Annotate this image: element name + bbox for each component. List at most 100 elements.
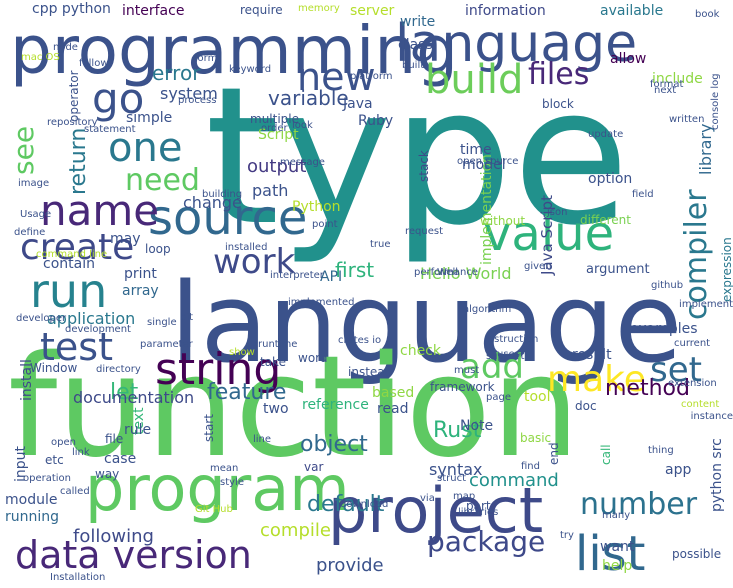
cloud-word: mean (210, 463, 239, 474)
cloud-word: project (328, 474, 544, 547)
cloud-word: syntax (429, 460, 483, 479)
cloud-word: help (602, 558, 633, 574)
cloud-word: page (486, 392, 511, 403)
cloud-word: read (377, 401, 409, 417)
cloud-word: word (298, 351, 328, 365)
cloud-word: update (588, 129, 624, 140)
cloud-word: request (405, 226, 444, 237)
cloud-word: model (462, 157, 506, 173)
cloud-word: Git Hub (195, 504, 233, 515)
cloud-word: print (124, 266, 157, 282)
cloud-word: contain (43, 256, 95, 272)
cloud-word: build (425, 57, 524, 103)
cloud-word: different (580, 213, 631, 227)
cloud-word: interpreter (270, 270, 324, 281)
cloud-word: compile (260, 520, 331, 541)
cloud-word: case (104, 451, 137, 467)
cloud-word: algorithm (463, 304, 512, 315)
cloud-word: one (108, 125, 183, 171)
cloud-word: next (654, 85, 677, 96)
cloud-word: python src (709, 438, 725, 512)
cloud-word: file (105, 432, 124, 446)
cloud-word: github (651, 280, 684, 291)
cloud-word: field (632, 189, 654, 200)
cloud-word: number (580, 487, 698, 522)
cloud-word: style (220, 477, 244, 488)
cloud-word: single (147, 317, 177, 328)
cloud-word: name (40, 186, 160, 235)
cloud-word: API (320, 269, 343, 285)
cloud-word: building (202, 189, 243, 200)
cloud-word: development (65, 324, 131, 335)
cloud-word: operation (23, 473, 72, 484)
cloud-word: documentation (73, 388, 195, 407)
cloud-word: supports (486, 351, 530, 362)
cloud-word: part (466, 499, 491, 513)
cloud-word: run (30, 264, 108, 318)
cloud-word: Rust (433, 418, 482, 443)
cloud-word: system (160, 84, 218, 103)
cloud-word: operator (67, 70, 81, 122)
cloud-word: command (469, 470, 559, 491)
cloud-word: data version (15, 533, 252, 577)
cloud-word: following (73, 526, 154, 547)
cloud-word: see (7, 125, 40, 175)
cloud-word: instruction (485, 334, 539, 345)
cloud-word: type (205, 46, 630, 267)
cloud-word: argument (586, 262, 650, 277)
cloud-word: may (110, 231, 141, 247)
cloud-word: make (547, 359, 646, 400)
cloud-word: reference (302, 397, 369, 413)
cloud-word: must (454, 365, 480, 376)
cloud-word: point (312, 219, 338, 230)
cloud-word: Installation (50, 572, 106, 583)
cloud-word: path (252, 181, 289, 200)
cloud-word: Note (460, 418, 494, 434)
cloud-word: true (370, 239, 391, 250)
cloud-word: return (66, 127, 91, 195)
cloud-word: framework (430, 380, 495, 394)
cloud-word: Script (258, 127, 299, 143)
cloud-word: process (178, 95, 217, 106)
cloud-word: cpp python (32, 1, 111, 17)
cloud-word: json (547, 207, 568, 218)
cloud-word: object (300, 432, 368, 457)
cloud-word: simple (126, 110, 173, 126)
cloud-word: library (696, 123, 715, 175)
cloud-word: libraries (458, 507, 499, 518)
cloud-word: open source (457, 156, 519, 167)
cloud-word: output (247, 156, 307, 177)
cloud-word: extension (668, 378, 717, 389)
cloud-word: possible (672, 547, 722, 561)
cloud-word: available (600, 3, 664, 19)
cloud-word: statement (84, 124, 136, 135)
cloud-word: Well (437, 267, 459, 278)
cloud-word: open (51, 437, 76, 448)
cloud-word: show (229, 347, 255, 358)
cloud-word: form (194, 53, 218, 64)
cloud-word: performance (414, 267, 479, 278)
cloud-word: app (665, 462, 692, 478)
cloud-word: add (460, 347, 524, 387)
cloud-word: Hello World (420, 264, 512, 283)
cloud-word: message (280, 157, 325, 168)
cloud-word: etc (45, 453, 64, 467)
cloud-word: class (398, 37, 433, 53)
cloud-word: programming (10, 12, 459, 89)
cloud-word: test (40, 325, 113, 369)
cloud-word: package (427, 525, 546, 558)
cloud-word: Window (30, 361, 78, 375)
cloud-word: require (240, 3, 283, 17)
cloud-word: rule (124, 422, 152, 438)
cloud-word: platform (350, 71, 393, 82)
cloud-word: information (465, 3, 546, 19)
cloud-word: many (602, 510, 631, 521)
cloud-word: built (402, 60, 425, 71)
cloud-word: need (125, 163, 200, 198)
cloud-word: crates io (338, 335, 382, 346)
cloud-word: current (674, 338, 711, 349)
cloud-word: parameter (140, 339, 193, 350)
cloud-word: keyword (229, 64, 272, 75)
cloud-word: Python (292, 199, 341, 215)
